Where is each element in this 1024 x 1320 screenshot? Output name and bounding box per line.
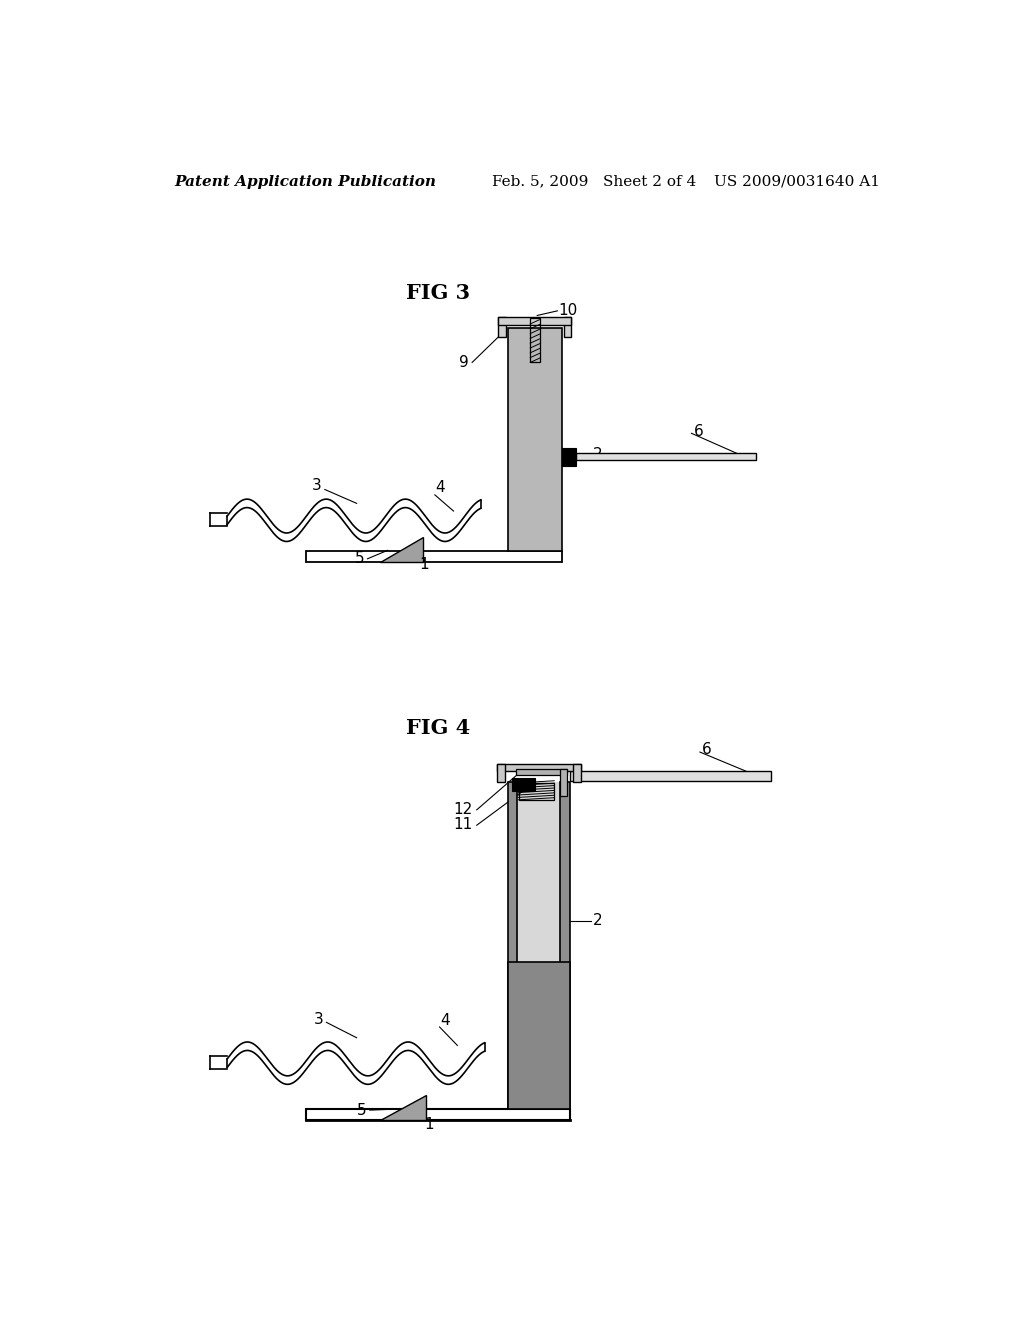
Bar bbox=[497, 763, 505, 781]
Text: FIG 3: FIG 3 bbox=[406, 284, 470, 304]
Bar bbox=[560, 770, 566, 796]
Text: 5: 5 bbox=[354, 552, 365, 566]
Bar bbox=[499, 317, 571, 325]
Bar bbox=[306, 1109, 569, 1121]
Bar bbox=[560, 781, 569, 1109]
Bar bbox=[575, 453, 756, 461]
Bar bbox=[515, 770, 566, 775]
Bar bbox=[508, 781, 517, 1109]
Text: 1: 1 bbox=[419, 557, 429, 572]
Bar bbox=[306, 552, 562, 562]
Text: 12: 12 bbox=[454, 801, 473, 817]
Text: 4: 4 bbox=[440, 1014, 450, 1028]
Polygon shape bbox=[380, 537, 423, 562]
Bar bbox=[530, 318, 540, 363]
Bar bbox=[512, 779, 535, 791]
Text: 4: 4 bbox=[435, 480, 445, 495]
Bar bbox=[508, 327, 562, 552]
Bar bbox=[508, 962, 569, 1109]
Polygon shape bbox=[380, 1096, 426, 1121]
Text: 6: 6 bbox=[701, 742, 712, 758]
Bar bbox=[563, 317, 571, 337]
Text: US 2009/0031640 A1: US 2009/0031640 A1 bbox=[714, 174, 880, 189]
Text: 3: 3 bbox=[313, 1011, 324, 1027]
Bar bbox=[569, 771, 771, 780]
Bar bbox=[518, 783, 554, 800]
Bar bbox=[517, 781, 560, 1109]
Text: 5: 5 bbox=[357, 1102, 367, 1118]
Text: 10: 10 bbox=[558, 304, 578, 318]
Text: 9: 9 bbox=[459, 355, 469, 370]
Text: Patent Application Publication: Patent Application Publication bbox=[174, 174, 436, 189]
Text: 11: 11 bbox=[454, 817, 473, 832]
Text: 2: 2 bbox=[593, 913, 603, 928]
Text: Feb. 5, 2009   Sheet 2 of 4: Feb. 5, 2009 Sheet 2 of 4 bbox=[493, 174, 696, 189]
Text: 6: 6 bbox=[693, 424, 703, 440]
Text: 1: 1 bbox=[424, 1117, 433, 1133]
Bar bbox=[562, 447, 575, 466]
Text: 3: 3 bbox=[312, 478, 322, 494]
Bar bbox=[497, 763, 581, 771]
Text: FIG 4: FIG 4 bbox=[406, 718, 470, 738]
Bar bbox=[572, 763, 581, 781]
Text: 2: 2 bbox=[593, 447, 603, 462]
Bar bbox=[499, 317, 506, 337]
